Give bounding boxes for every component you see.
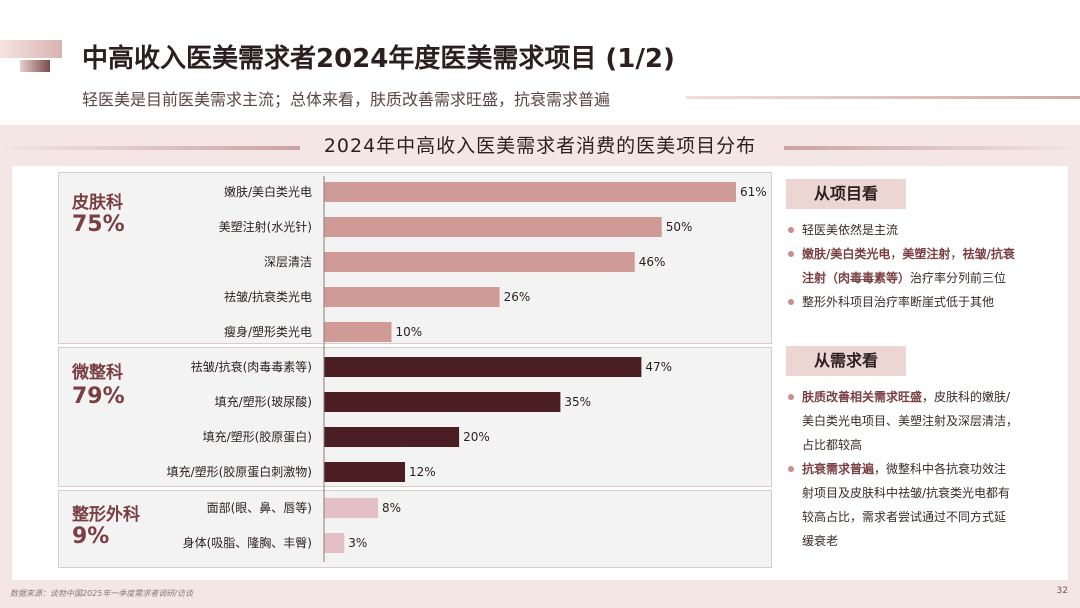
body-text: 占比都较高 bbox=[802, 438, 863, 452]
category-label: 身体(吸脂、隆胸、丰臀) bbox=[183, 535, 312, 550]
header-area: 中高收入医美需求者2024年度医美需求项目 (1/2) 轻医美是目前医美需求主流… bbox=[0, 0, 1080, 125]
highlight-text: 肤质改善相关需求旺盛 bbox=[802, 390, 923, 404]
body-text: 射项目及皮肤科中祛皱/抗衰类光电都有 bbox=[802, 486, 1011, 500]
bar-chart: 嫩肤/美白类光电 61% 美塑注射(水光针) 50% 深层清洁 46% 祛皱/抗衰类光电 26… bbox=[167, 176, 767, 562]
body-text: 缓衰老 bbox=[802, 534, 839, 548]
highlight-text: 注射（肉毒毒素等） bbox=[802, 271, 911, 285]
highlight-text: 嫩肤/美白类光电 bbox=[802, 247, 891, 261]
bullet-line: 射项目及皮肤科中祛皱/抗衰类光电都有 bbox=[802, 485, 1010, 501]
bar bbox=[324, 533, 345, 553]
body-text: 整形外科项目治疗率断崖式低于其他 bbox=[802, 295, 995, 309]
body-text: 治疗率分列前三位 bbox=[910, 271, 1007, 285]
bullet-line: 肤质改善相关需求旺盛，皮肤科的嫩肤/ bbox=[802, 389, 1010, 405]
body-text: 较高占比，需求者尝试通过不同方式延 bbox=[802, 510, 1007, 524]
category-label: 美塑注射(水光针) bbox=[219, 219, 312, 234]
chart-title: 2024年中高收入医美需求者消费的医美项目分布 bbox=[323, 135, 757, 157]
category-label: 瘦身/塑形类光电 bbox=[224, 324, 312, 339]
bar bbox=[324, 392, 561, 412]
data-label: 35% bbox=[564, 395, 591, 409]
bar bbox=[324, 357, 642, 377]
bar bbox=[324, 462, 405, 482]
chart-title-line-left bbox=[0, 146, 300, 150]
page-number: 32 bbox=[1056, 586, 1068, 596]
data-label: 47% bbox=[645, 360, 672, 374]
data-label: 12% bbox=[409, 465, 436, 479]
bullet-line: 占比都较高 bbox=[802, 437, 862, 453]
category-label: 面部(眼、鼻、唇等) bbox=[207, 500, 312, 515]
bar bbox=[324, 182, 736, 202]
chart-title-line-right bbox=[784, 146, 1080, 150]
bullet-line: 美白类光电项目、美塑注射及深层清洁， bbox=[802, 413, 1018, 429]
bullet-dot bbox=[788, 466, 794, 472]
body-text: ，微整科中各抗衰功效注 bbox=[874, 462, 1007, 476]
page-subtitle: 轻医美是目前医美需求主流；总体来看，肤质改善需求旺盛，抗衰需求普遍 bbox=[82, 90, 611, 109]
bullet-line: 缓衰老 bbox=[802, 533, 838, 549]
section-label-skin: 皮肤科 bbox=[72, 193, 123, 213]
bullet-dot bbox=[788, 299, 794, 305]
bar bbox=[324, 498, 378, 518]
bullet-line: 抗衰需求普遍，微整科中各抗衰功效注 bbox=[802, 461, 1006, 477]
bullet-line: 嫩肤/美白类光电，美塑注射，祛皱/抗衰 bbox=[802, 246, 1015, 262]
section-box-surgery bbox=[58, 490, 772, 568]
body-text: 美白类光电项目、美塑注射及深层清洁， bbox=[802, 414, 1019, 428]
bar bbox=[324, 427, 460, 447]
bullet-dot bbox=[788, 394, 794, 400]
bullet-line: 整形外科项目治疗率断崖式低于其他 bbox=[802, 294, 994, 310]
header-decoration-small bbox=[20, 60, 50, 72]
category-label: 祛皱/抗衰类光电 bbox=[224, 289, 312, 304]
data-label: 8% bbox=[382, 501, 401, 515]
category-label: 嫩肤/美白类光电 bbox=[224, 184, 312, 199]
category-label: 祛皱/抗衰(肉毒毒素等) bbox=[191, 359, 312, 374]
data-label: 26% bbox=[504, 290, 531, 304]
body-text: ，皮肤科的嫩肤/ bbox=[922, 390, 1011, 404]
data-label: 61% bbox=[740, 185, 767, 199]
bullet-line: 轻医美依然是主流 bbox=[802, 222, 898, 238]
data-label: 10% bbox=[396, 325, 423, 339]
section-total-micro: 79% bbox=[72, 384, 125, 409]
bullet-dot bbox=[788, 251, 794, 257]
category-label: 填充/塑形(玻尿酸) bbox=[215, 394, 312, 409]
bullet-line: 较高占比，需求者尝试通过不同方式延 bbox=[802, 509, 1006, 525]
page-title: 中高收入医美需求者2024年度医美需求项目 (1/2) bbox=[82, 44, 675, 74]
bar bbox=[324, 217, 662, 237]
category-label: 深层清洁 bbox=[264, 255, 312, 269]
data-label: 50% bbox=[666, 220, 693, 234]
bullet-line: 注射（肉毒毒素等）治疗率分列前三位 bbox=[802, 270, 1006, 286]
header-decoration bbox=[0, 40, 62, 58]
demand-view-heading: 从需求看 bbox=[786, 346, 906, 376]
highlight-text: 祛皱/抗衰 bbox=[962, 247, 1015, 261]
footer-source: 数据来源：谈勃中国2025年一季度需求者调研/访谈 bbox=[10, 589, 194, 598]
bar bbox=[324, 322, 392, 342]
subtitle-divider bbox=[686, 96, 1080, 99]
category-label: 填充/塑形(胶原蛋白) bbox=[203, 429, 312, 444]
highlight-text: 抗衰需求普遍 bbox=[802, 462, 875, 476]
bar bbox=[324, 252, 635, 272]
body-text: ， bbox=[890, 247, 903, 261]
bar bbox=[324, 287, 500, 307]
section-total-surgery: 9% bbox=[72, 524, 110, 549]
data-label: 20% bbox=[463, 430, 490, 444]
category-label: 填充/塑形(胶原蛋白刺激物) bbox=[167, 464, 312, 479]
body-text: ， bbox=[950, 247, 963, 261]
bullet-dot bbox=[788, 227, 794, 233]
section-label-surgery: 整形外科 bbox=[72, 505, 140, 525]
section-total-skin: 75% bbox=[72, 212, 125, 237]
body-text: 轻医美依然是主流 bbox=[802, 223, 899, 237]
section-label-micro: 微整科 bbox=[72, 363, 123, 383]
data-label: 46% bbox=[639, 255, 666, 269]
project-view-heading: 从项目看 bbox=[786, 179, 906, 209]
highlight-text: 美塑注射 bbox=[902, 247, 951, 261]
data-label: 3% bbox=[348, 536, 367, 550]
